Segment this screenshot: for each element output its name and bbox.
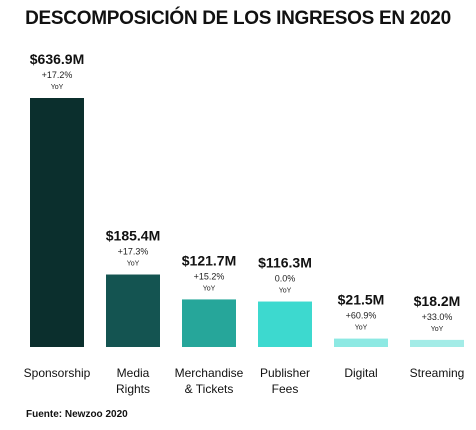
growth-unit-label: YoY — [51, 84, 64, 91]
category-label: Rights — [116, 382, 150, 396]
growth-label: +17.2% — [42, 70, 73, 80]
growth-label: +15.2% — [194, 271, 225, 281]
growth-unit-label: YoY — [355, 325, 368, 332]
growth-unit-label: YoY — [431, 326, 444, 333]
bar — [334, 338, 388, 347]
category-label: Media — [117, 366, 150, 380]
category-label: Digital — [344, 366, 377, 380]
growth-label: 0.0% — [275, 274, 296, 284]
bar — [258, 301, 312, 347]
bar — [410, 339, 464, 347]
bar — [106, 274, 160, 347]
growth-label: +17.3% — [118, 247, 149, 257]
growth-unit-label: YoY — [127, 261, 140, 268]
growth-unit-label: YoY — [203, 285, 216, 292]
value-label: $185.4M — [106, 228, 160, 244]
category-label: Merchandise — [175, 366, 244, 380]
chart-title: DESCOMPOSICIÓN DE LOS INGRESOS EN 2020 — [25, 8, 451, 29]
category-label: & Tickets — [185, 382, 234, 396]
value-label: $116.3M — [258, 255, 312, 271]
bar — [182, 299, 236, 347]
growth-label: +60.9% — [346, 311, 377, 321]
category-label: Streaming — [410, 366, 465, 380]
growth-unit-label: YoY — [279, 288, 292, 295]
bar — [30, 98, 84, 347]
growth-label: +33.0% — [422, 312, 453, 322]
value-label: $21.5M — [338, 292, 385, 308]
category-label: Publisher — [260, 366, 310, 380]
category-label: Fees — [272, 382, 299, 396]
value-label: $121.7M — [182, 252, 236, 268]
source-note: Fuente: Newzoo 2020 — [26, 409, 128, 420]
value-label: $18.2M — [414, 293, 461, 309]
category-label: Sponsorship — [24, 366, 91, 380]
value-label: $636.9M — [30, 51, 84, 67]
